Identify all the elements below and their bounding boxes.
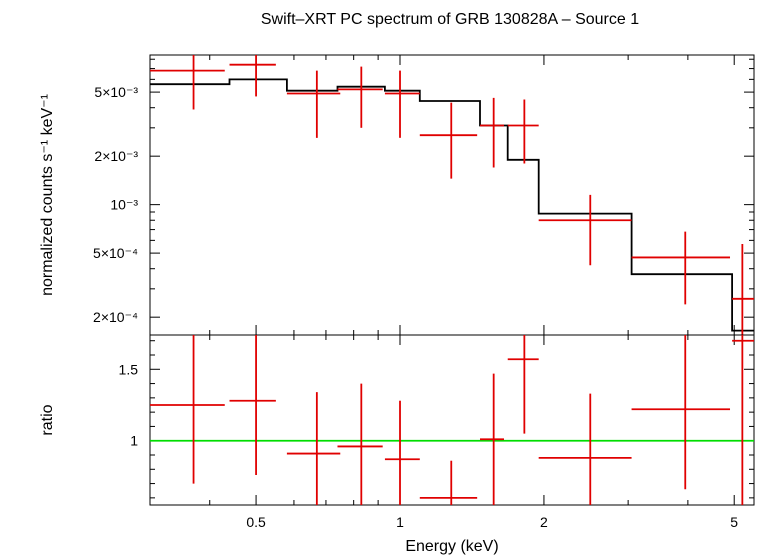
y-tick-label: 10⁻³ — [110, 197, 138, 213]
data-point — [150, 55, 225, 110]
data-point — [419, 460, 478, 505]
y-tick-label: 1 — [130, 433, 138, 449]
data-point — [507, 99, 539, 164]
data-point — [150, 335, 225, 484]
data-point — [480, 97, 504, 168]
bottom-panel: 11.5 ratio — [39, 334, 755, 506]
data-point — [286, 70, 341, 138]
x-tick-label: 5 — [730, 514, 738, 530]
top-panel-frame — [149, 54, 755, 336]
top-panel-ticks: 2×10⁻⁴ 5×10⁻⁴ 10⁻³ 2×10⁻³ 5×10⁻³ — [93, 55, 754, 335]
chart-title: Swift–XRT PC spectrum of GRB 130828A – S… — [261, 11, 639, 28]
data-point — [384, 70, 420, 138]
bottom-panel-ticks: 11.5 — [119, 335, 754, 505]
x-tick-label: 0.5 — [246, 514, 266, 530]
data-point — [229, 55, 276, 97]
data-point — [286, 392, 341, 505]
data-point — [732, 243, 754, 335]
data-point — [631, 231, 731, 305]
ratio-data-points — [150, 335, 754, 505]
data-point — [631, 335, 731, 490]
data-point — [229, 335, 276, 475]
data-point — [507, 335, 539, 434]
x-axis-label: Energy (keV) — [405, 538, 498, 555]
x-tick-label: 1 — [396, 514, 404, 530]
y-tick-label: 5×10⁻⁴ — [93, 245, 138, 261]
model-curve — [150, 78, 754, 332]
x-tick-labels: 0.5 1 2 5 — [246, 514, 738, 530]
y-tick-label: 1.5 — [119, 361, 139, 377]
data-point — [480, 373, 504, 505]
data-point — [337, 66, 383, 128]
spectrum-data-points — [150, 55, 754, 335]
y-tick-label: 2×10⁻⁴ — [93, 309, 138, 325]
y-tick-label: 2×10⁻³ — [94, 148, 138, 164]
model-step-line — [150, 78, 754, 332]
data-point — [337, 383, 383, 505]
data-point — [419, 102, 478, 179]
data-point — [538, 393, 632, 505]
top-panel: 2×10⁻⁴ 5×10⁻⁴ 10⁻³ 2×10⁻³ 5×10⁻³ normalized … — [39, 54, 755, 336]
y-tick-label: 5×10⁻³ — [94, 84, 138, 100]
bottom-y-axis-label: ratio — [39, 404, 56, 435]
data-point — [538, 194, 632, 266]
data-point — [384, 400, 420, 505]
data-point — [732, 335, 754, 505]
top-y-axis-label: normalized counts s⁻¹ keV⁻¹ — [39, 94, 56, 296]
x-tick-label: 2 — [540, 514, 548, 530]
